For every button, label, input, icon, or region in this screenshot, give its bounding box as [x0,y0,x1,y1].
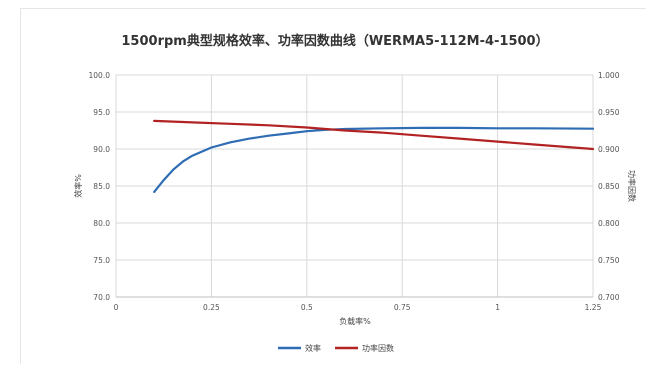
axes: 70.075.080.085.090.095.0100.00.7000.7500… [89,71,620,312]
x-tick-label: 1.25 [585,303,602,312]
y-tick-label: 90.0 [93,145,110,154]
y2-tick-label: 0.950 [598,108,620,117]
chart-frame [20,8,646,364]
y2-axis-title: 功率因数 [627,170,637,202]
x-axis-title: 负载率% [339,316,371,326]
y-tick-label: 70.0 [93,293,110,302]
grid-lines [115,74,594,298]
y-tick-label: 85.0 [93,182,110,191]
legend-label-power-factor: 功率因数 [362,343,394,353]
chart-title: 1500rpm典型规格效率、功率因数曲线（WERMA5-112M-4-1500） [121,33,548,49]
y-tick-label: 95.0 [93,108,110,117]
legend: 效率 功率因数 [278,343,394,353]
x-tick-label: 1 [495,303,500,312]
y2-tick-label: 0.750 [598,256,620,265]
y-tick-label: 75.0 [93,256,110,265]
series-lines [153,119,595,193]
legend-label-efficiency: 效率 [305,343,321,353]
x-tick-label: 0.5 [301,303,313,312]
series-line-power-factor [153,119,595,151]
x-tick-label: 0 [114,303,119,312]
y2-tick-label: 0.900 [598,145,620,154]
y2-tick-label: 0.800 [598,219,620,228]
series-line-efficiency [153,126,595,193]
x-tick-label: 0.75 [394,303,411,312]
y-tick-label: 80.0 [93,219,110,228]
y-axis-title: 效率% [73,174,83,198]
y-tick-label: 100.0 [89,71,111,80]
y2-tick-label: 0.700 [598,293,620,302]
y2-tick-label: 0.850 [598,182,620,191]
y2-tick-label: 1.000 [598,71,620,80]
x-tick-label: 0.25 [203,303,220,312]
